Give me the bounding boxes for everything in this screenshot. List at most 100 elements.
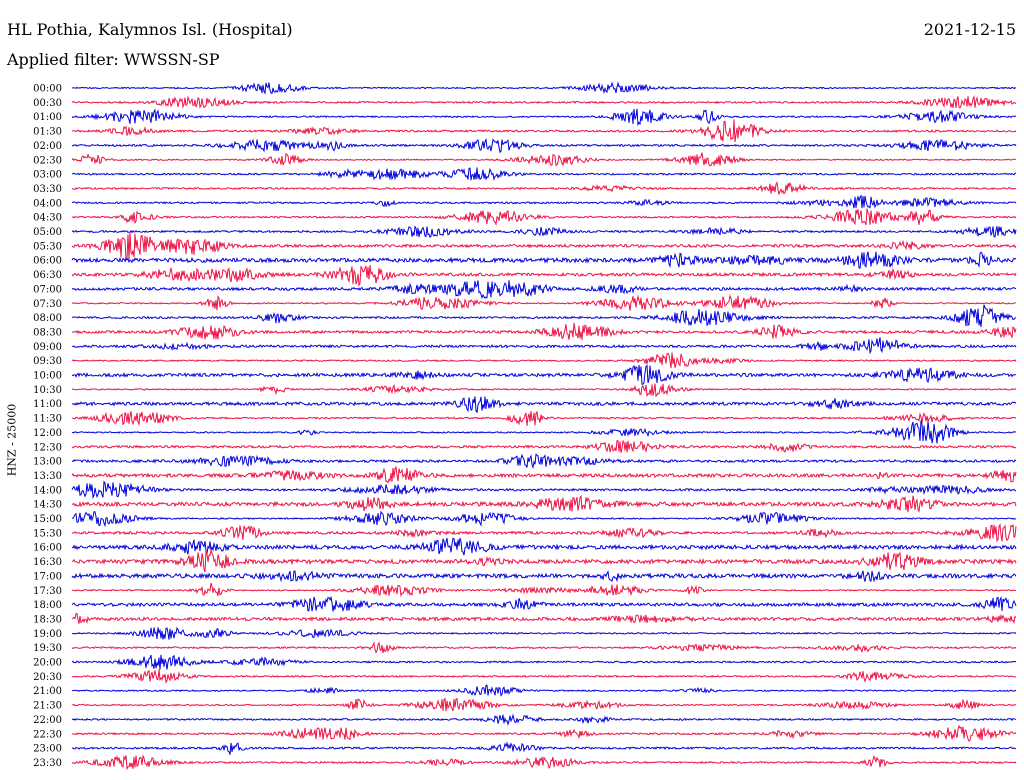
time-label-0200: 02:00 [33,141,62,152]
trace-1900 [71,626,1017,640]
time-label-0330: 03:30 [33,184,62,195]
trace-0730 [71,293,1017,311]
time-label-1230: 12:30 [33,442,62,453]
trace-1600 [71,537,1017,556]
time-label-0530: 05:30 [33,241,62,252]
trace-lines [71,81,1017,771]
time-label-1500: 15:00 [33,514,62,525]
time-label-1600: 16:00 [33,543,62,554]
trace-0800 [71,304,1017,328]
time-label-0830: 08:30 [33,327,62,338]
trace-0930 [71,352,1017,369]
record-date: 2021-12-15 [923,20,1016,39]
trace-0700 [71,280,1017,300]
trace-0600 [71,251,1017,269]
time-label-1100: 11:00 [33,399,62,410]
time-label-1830: 18:30 [33,614,62,625]
trace-1700 [71,570,1017,583]
trace-0130 [71,119,1017,143]
time-label-2000: 20:00 [33,658,62,669]
filter-label: Applied filter: WWSSN-SP [7,50,220,69]
time-label-1530: 15:30 [33,528,62,539]
trace-0900 [71,337,1017,355]
trace-1830 [71,612,1017,625]
time-label-1400: 14:00 [33,485,62,496]
time-label-1930: 19:30 [33,643,62,654]
time-label-1130: 11:30 [33,414,62,425]
trace-0000 [71,81,1017,95]
time-labels: 00:00 00:30 01:00 01:30 02:00 02:30 03:00 03:30… [33,84,62,769]
time-label-0500: 05:00 [33,227,62,238]
station-title: HL Pothia, Kalymnos Isl. (Hospital) [7,20,293,39]
time-label-1330: 13:30 [33,471,62,482]
trace-1100 [71,396,1017,414]
trace-1200 [71,420,1016,444]
trace-2100 [71,684,1017,697]
trace-1800 [71,595,1017,613]
trace-1030 [72,383,1017,398]
time-label-1630: 16:30 [33,557,62,568]
time-label-1800: 18:00 [33,600,62,611]
time-label-0100: 01:00 [33,112,62,123]
trace-0530 [71,232,1017,260]
trace-1500 [71,510,1017,528]
trace-2130 [71,697,1017,712]
time-label-2330: 23:30 [33,758,62,769]
trace-1000 [71,364,1016,385]
time-label-1030: 10:30 [33,385,62,396]
trace-1130 [71,410,1017,427]
trace-0500 [71,225,1017,239]
time-label-0900: 09:00 [33,342,62,353]
time-label-1700: 17:00 [33,571,62,582]
time-label-2030: 20:30 [33,672,62,683]
trace-1330 [71,465,1017,484]
time-label-2200: 22:00 [33,715,62,726]
trace-2000 [71,654,1017,670]
time-label-0130: 01:30 [33,127,62,138]
trace-0630 [71,265,1017,287]
time-label-1730: 17:30 [33,586,62,597]
time-label-0030: 00:30 [33,98,62,109]
trace-1530 [71,523,1017,543]
time-label-2100: 21:00 [33,686,62,697]
trace-0400 [71,194,1017,209]
trace-1300 [71,453,1017,470]
trace-1630 [71,548,1017,573]
time-label-1000: 10:00 [33,371,62,382]
time-label-0000: 00:00 [33,84,62,95]
time-label-1900: 19:00 [33,629,62,640]
time-label-1430: 14:30 [33,500,62,511]
time-label-2230: 22:30 [33,729,62,740]
trace-0200 [71,138,1017,154]
trace-0330 [71,181,1017,195]
trace-2300 [71,741,1017,755]
trace-1730 [72,582,1017,598]
trace-0230 [71,152,1017,167]
trace-1430 [71,494,1017,513]
time-label-0700: 07:00 [33,284,62,295]
time-label-0630: 06:30 [33,270,62,281]
trace-1230 [71,439,1017,453]
time-label-1300: 13:00 [33,457,62,468]
trace-1930 [71,641,1017,654]
time-label-0730: 07:30 [33,299,62,310]
time-label-0230: 02:30 [33,155,62,166]
trace-0430 [71,208,1017,226]
time-label-0600: 06:00 [33,256,62,267]
time-label-0300: 03:00 [33,170,62,181]
time-label-0400: 04:00 [33,198,62,209]
trace-2230 [71,724,1017,742]
time-label-1200: 12:00 [33,428,62,439]
time-label-0430: 04:30 [33,213,62,224]
trace-0030 [71,94,1017,109]
trace-2200 [71,713,1017,726]
trace-2030 [71,669,1017,684]
trace-0100 [71,108,1017,127]
time-label-0930: 09:30 [33,356,62,367]
time-label-0800: 08:00 [33,313,62,324]
trace-2330 [71,754,1017,771]
time-label-2130: 21:30 [33,701,62,712]
trace-1400 [71,480,1017,500]
trace-0300 [71,167,1016,181]
